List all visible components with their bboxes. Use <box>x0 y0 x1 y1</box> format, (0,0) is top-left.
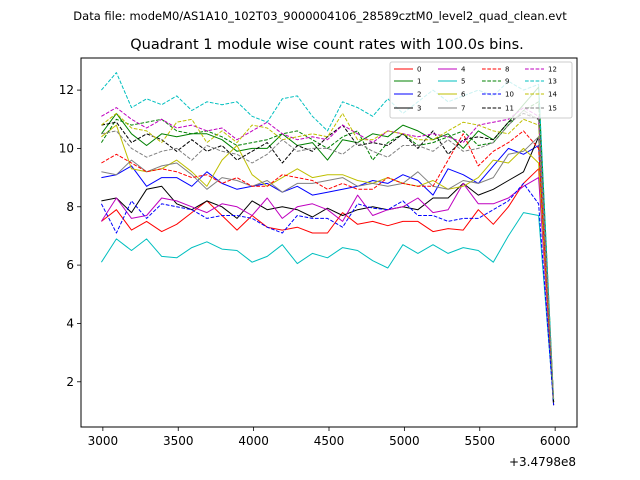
legend-frame <box>389 61 573 119</box>
legend-label-4: 4 <box>461 66 466 74</box>
x-tick-label: 5500 <box>464 434 495 448</box>
series-line-11 <box>101 112 555 403</box>
series-line-14 <box>101 112 555 400</box>
x-tick-label: 4500 <box>314 434 345 448</box>
legend-label-15: 15 <box>548 105 557 113</box>
x-offset-label: +3.4798e8 <box>509 455 576 469</box>
y-tick-label: 12 <box>59 83 74 97</box>
series-line-10 <box>100 182 555 406</box>
series-line-9 <box>100 101 555 403</box>
legend-label-14: 14 <box>548 91 557 99</box>
legend-label-12: 12 <box>548 66 557 74</box>
legend-label-5: 5 <box>461 78 465 86</box>
y-tick-label: 2 <box>66 375 74 389</box>
series-line-0 <box>101 168 555 406</box>
series-layer <box>100 72 555 406</box>
figure-suptitle: Data file: modeM0/AS1A10_102T03_90000041… <box>73 9 567 23</box>
series-line-7 <box>101 136 555 403</box>
series-line-6 <box>101 124 555 400</box>
x-tick-label: 3000 <box>88 434 119 448</box>
legend-label-8: 8 <box>505 66 509 74</box>
x-tick-label: 5000 <box>389 434 420 448</box>
chart-title: Quadrant 1 module wise count rates with … <box>130 37 524 53</box>
series-line-5 <box>100 212 555 403</box>
series-line-13 <box>101 72 555 400</box>
series-line-3 <box>101 136 555 406</box>
y-axis: 2 4 6 8 10 12 <box>59 83 81 389</box>
series-line-1 <box>100 86 555 403</box>
legend-label-1: 1 <box>417 78 421 86</box>
legend-label-9: 9 <box>505 78 509 86</box>
x-tick-label: 4000 <box>238 434 269 448</box>
legend-label-3: 3 <box>417 105 421 113</box>
y-tick-label: 10 <box>59 141 74 155</box>
legend-label-2: 2 <box>417 91 421 99</box>
y-tick-label: 8 <box>66 200 74 214</box>
legend-label-0: 0 <box>417 66 421 74</box>
x-axis: 3000 3500 4000 4500 5000 5500 6000 <box>88 427 571 448</box>
y-tick-label: 6 <box>66 258 74 272</box>
x-tick-label: 6000 <box>540 434 571 448</box>
legend-label-7: 7 <box>461 105 465 113</box>
series-line-4 <box>100 177 555 403</box>
series-line-15 <box>101 110 555 400</box>
legend-label-11: 11 <box>505 105 514 113</box>
y-tick-label: 4 <box>66 316 74 330</box>
x-tick-label: 3500 <box>163 434 194 448</box>
series-line-8 <box>101 130 555 403</box>
legend-label-6: 6 <box>461 91 466 99</box>
legend-label-10: 10 <box>505 91 514 99</box>
legend-label-13: 13 <box>548 78 557 86</box>
